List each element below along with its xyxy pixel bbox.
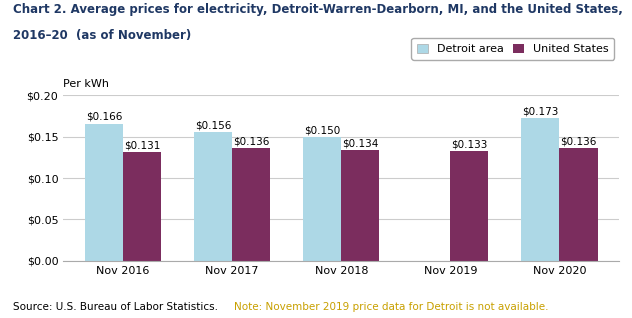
Bar bbox=[85, 123, 123, 261]
Bar bbox=[451, 151, 489, 261]
Text: Per kWh: Per kWh bbox=[63, 79, 109, 89]
Text: $0.131: $0.131 bbox=[124, 141, 161, 151]
Text: $0.166: $0.166 bbox=[86, 112, 122, 122]
Text: $0.156: $0.156 bbox=[195, 120, 231, 130]
Bar bbox=[303, 137, 341, 261]
Text: $0.134: $0.134 bbox=[342, 138, 379, 148]
Text: Chart 2. Average prices for electricity, Detroit-Warren-Dearborn, MI, and the Un: Chart 2. Average prices for electricity,… bbox=[13, 3, 623, 16]
Bar bbox=[341, 150, 379, 261]
Text: $0.150: $0.150 bbox=[304, 125, 340, 135]
Text: $0.136: $0.136 bbox=[561, 137, 597, 147]
Text: Source: U.S. Bureau of Labor Statistics.: Source: U.S. Bureau of Labor Statistics. bbox=[13, 302, 217, 312]
Text: 2016–20  (as of November): 2016–20 (as of November) bbox=[13, 29, 191, 42]
Text: $0.136: $0.136 bbox=[233, 137, 269, 147]
Text: Note: November 2019 price data for Detroit is not available.: Note: November 2019 price data for Detro… bbox=[234, 302, 549, 312]
Bar bbox=[194, 132, 232, 261]
Legend: Detroit area, United States: Detroit area, United States bbox=[411, 38, 614, 59]
Bar bbox=[559, 148, 597, 261]
Bar bbox=[123, 152, 161, 261]
Text: $0.133: $0.133 bbox=[451, 139, 488, 149]
Text: $0.173: $0.173 bbox=[522, 106, 559, 116]
Bar bbox=[232, 148, 270, 261]
Bar bbox=[521, 118, 559, 261]
